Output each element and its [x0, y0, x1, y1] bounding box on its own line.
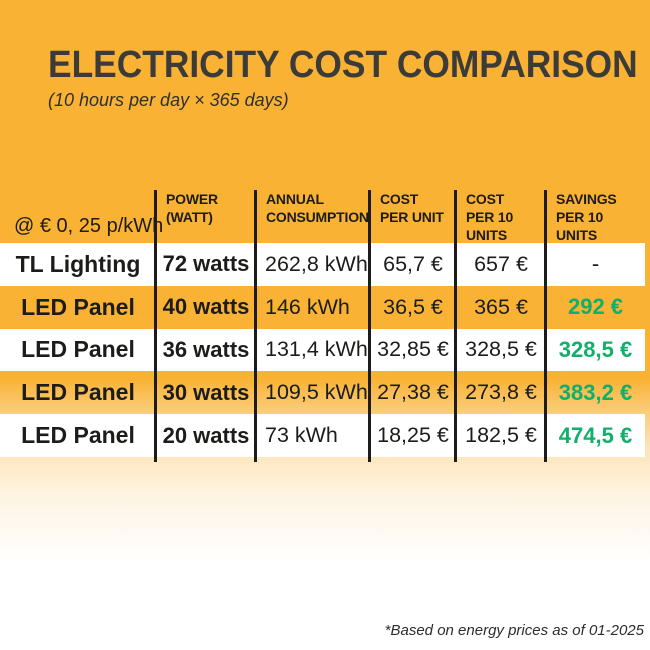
comparison-table: @ € 0, 25 p/kWh POWER (WATT) ANNUAL CONS…: [0, 190, 645, 462]
table-row: LED Panel 30 watts 109,5 kWh 27,38 € 273…: [0, 371, 645, 414]
row-label: LED Panel: [21, 293, 135, 320]
column-divider: [544, 190, 547, 462]
row-annual-consumption: 73 kWh: [265, 423, 338, 448]
column-header-annual-consumption: ANNUAL CONSUMPTION: [266, 191, 369, 225]
row-cost-per-10-units: 273,8 €: [465, 380, 537, 405]
column-header-cost-per-unit: COST PER UNIT: [380, 191, 444, 225]
column-header-cost-per-10-units: COST PER 10 UNITS: [466, 191, 514, 243]
table-row: LED Panel 20 watts 73 kWh 18,25 € 182,5 …: [0, 414, 645, 457]
row-cost-per-10-units: 657 €: [474, 251, 528, 276]
table-row: LED Panel 36 watts 131,4 kWh 32,85 € 328…: [0, 328, 645, 372]
row-annual-consumption: 109,5 kWh: [265, 380, 368, 405]
row-power: 40 watts: [162, 294, 250, 320]
row-power: 20 watts: [162, 422, 250, 448]
row-cost-per-10-units: 182,5 €: [465, 423, 537, 448]
table-row: LED Panel 40 watts 146 kWh 36,5 € 365 € …: [0, 286, 645, 329]
row-savings: 328,5 €: [558, 336, 633, 362]
rate-label: @ € 0, 25 p/kWh: [14, 215, 164, 237]
row-annual-consumption: 262,8 kWh: [265, 251, 368, 276]
table-header-row: @ € 0, 25 p/kWh POWER (WATT) ANNUAL CONS…: [0, 190, 645, 243]
row-savings: 474,5 €: [558, 422, 633, 448]
footnote: *Based on energy prices as of 01-2025: [384, 622, 644, 639]
row-annual-consumption: 146 kWh: [265, 294, 350, 319]
table-body: TL Lighting 72 watts 262,8 kWh 65,7 € 65…: [0, 243, 645, 457]
column-header-power: POWER (WATT): [166, 191, 218, 225]
column-header-savings-per-10-units: SAVINGS PER 10 UNITS: [556, 191, 617, 243]
row-cost-per-unit: 27,38 €: [377, 380, 449, 405]
row-power: 72 watts: [162, 251, 250, 277]
row-label: LED Panel: [21, 336, 135, 363]
row-power: 36 watts: [162, 336, 250, 362]
table-row: TL Lighting 72 watts 262,8 kWh 65,7 € 65…: [0, 243, 645, 286]
row-label: TL Lighting: [15, 250, 141, 277]
column-divider: [154, 190, 157, 462]
row-savings: -: [591, 251, 600, 277]
row-savings: 383,2 €: [558, 379, 633, 405]
row-cost-per-unit: 36,5 €: [383, 294, 443, 319]
column-divider: [368, 190, 371, 462]
row-cost-per-10-units: 365 €: [474, 294, 528, 319]
row-cost-per-unit: 18,25 €: [377, 423, 449, 448]
row-label: LED Panel: [21, 422, 135, 449]
row-power: 30 watts: [162, 379, 250, 405]
column-divider: [254, 190, 257, 462]
page-subtitle: (10 hours per day × 365 days): [48, 90, 289, 110]
page-title: ELECTRICITY COST COMPARISON: [48, 44, 638, 86]
row-cost-per-unit: 65,7 €: [383, 251, 443, 276]
row-cost-per-10-units: 328,5 €: [465, 337, 537, 362]
row-cost-per-unit: 32,85 €: [377, 337, 449, 362]
row-savings: 292 €: [567, 294, 624, 320]
column-divider: [454, 190, 457, 462]
row-annual-consumption: 131,4 kWh: [265, 337, 368, 362]
row-label: LED Panel: [21, 379, 135, 406]
